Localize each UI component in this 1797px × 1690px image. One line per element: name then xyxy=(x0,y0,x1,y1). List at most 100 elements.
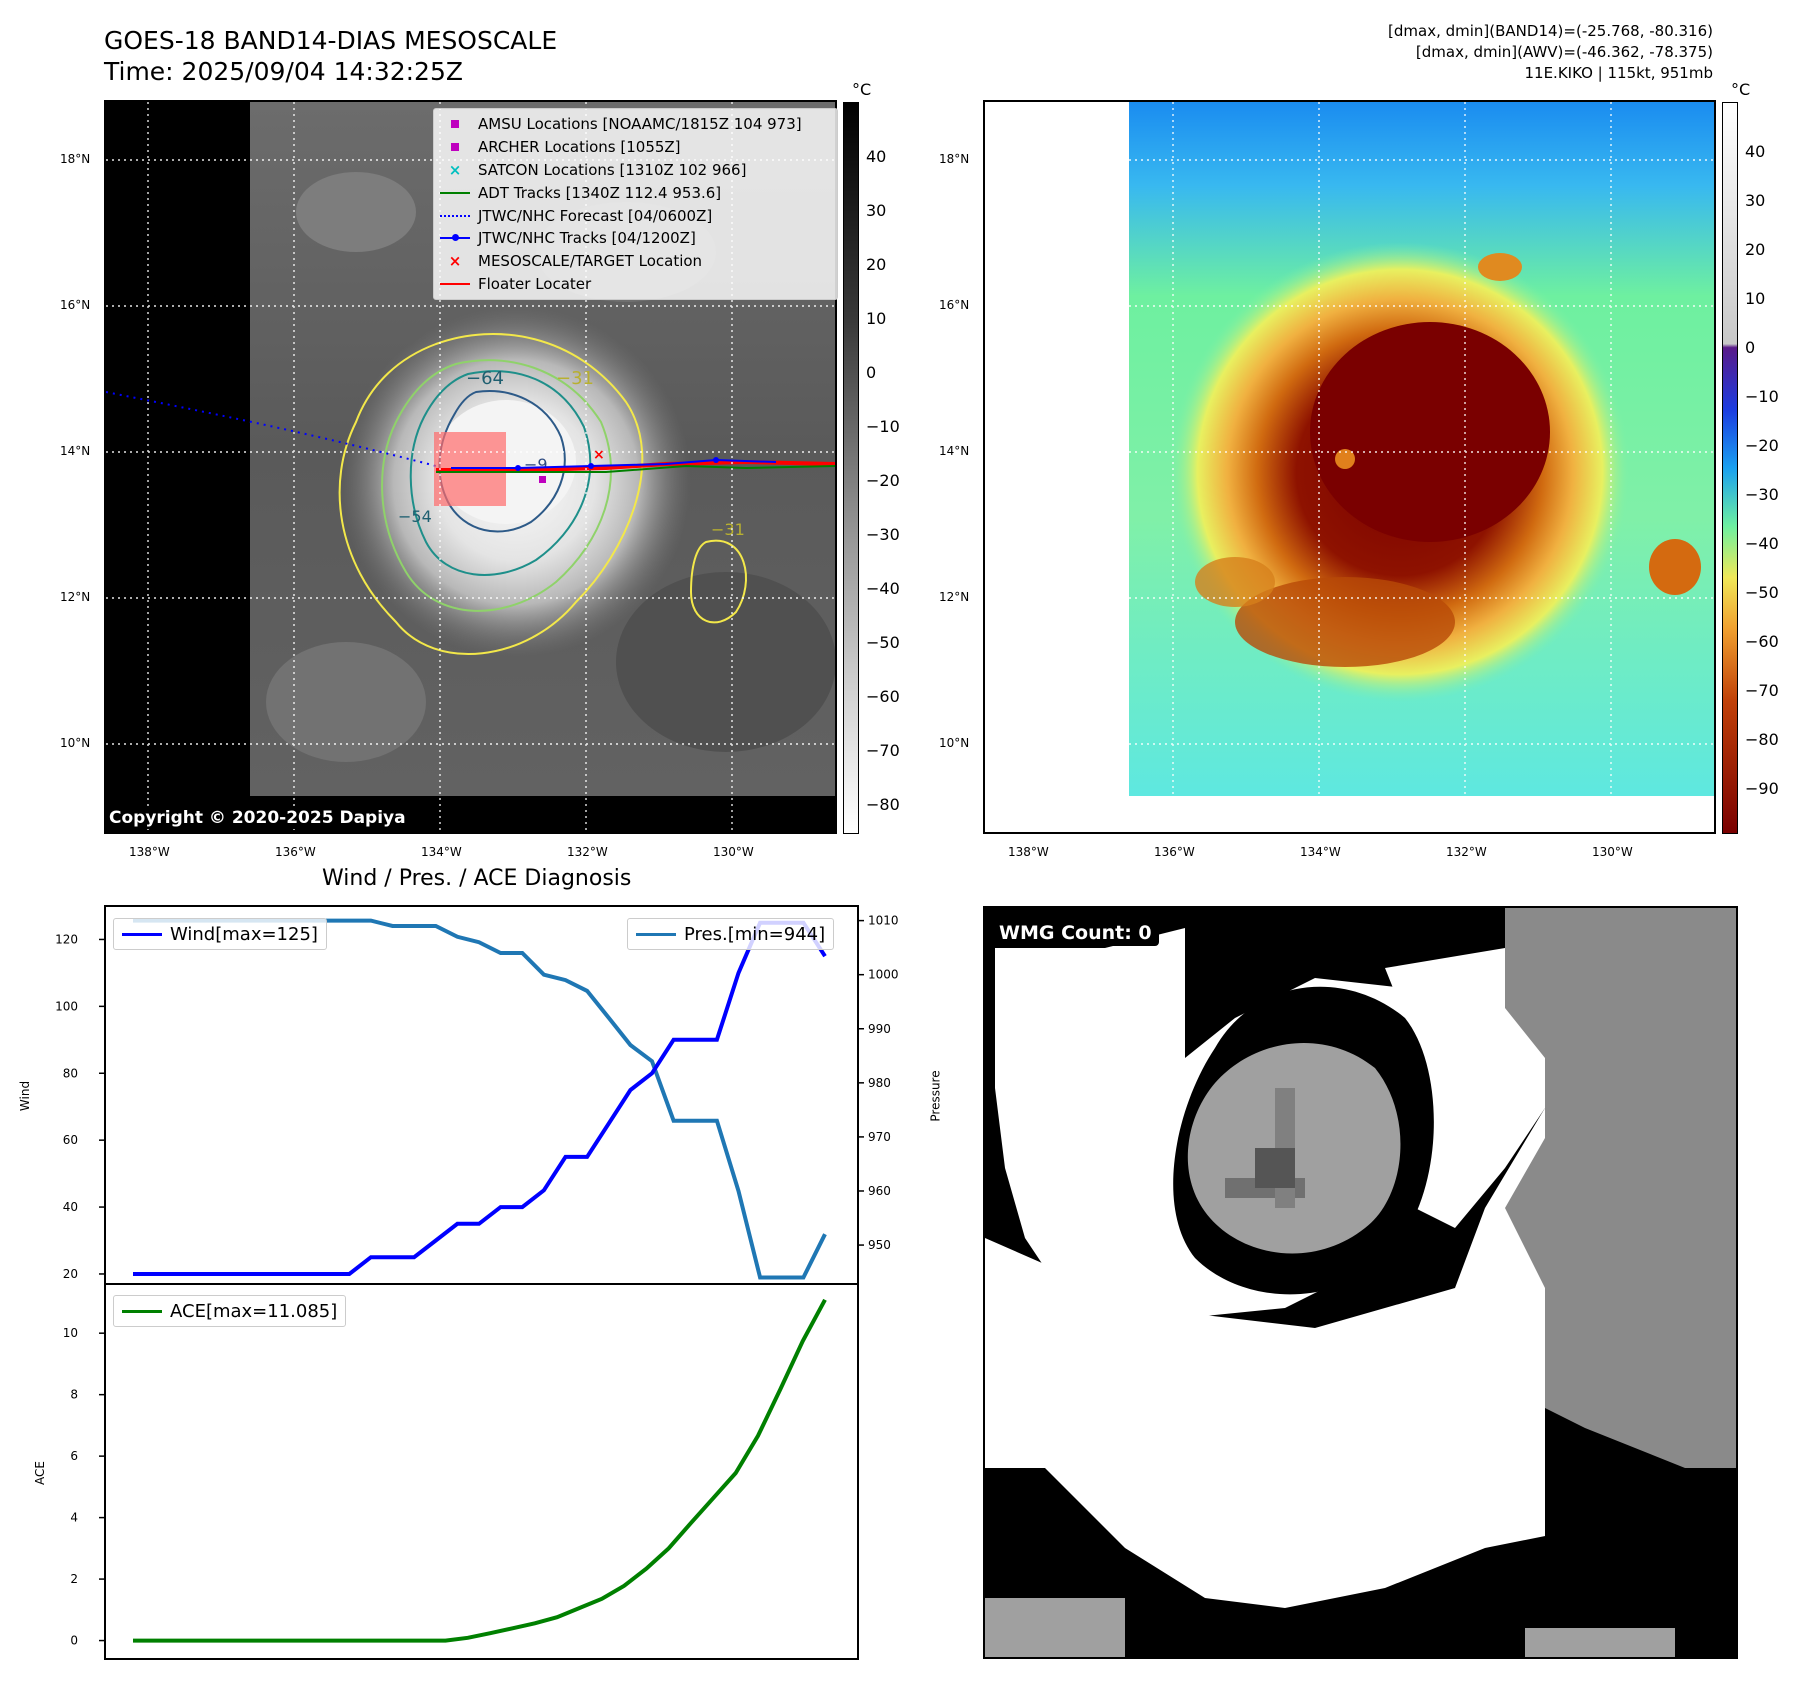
ir-colorbar xyxy=(843,102,859,834)
color-cbar-tick: −50 xyxy=(1745,583,1779,602)
solid-line-icon xyxy=(122,933,162,936)
wmg-count-label: WMG Count: 0 xyxy=(992,920,1159,946)
legend-label: AMSU Locations [NOAAMC/1815Z 104 973] xyxy=(478,115,802,134)
pressure-axis-title: Pressure xyxy=(928,1070,943,1122)
color-cbar-tick: −10 xyxy=(1745,387,1779,406)
legend-label: ADT Tracks [1340Z 112.4 953.6] xyxy=(478,183,722,202)
ir-cbar-tick: 40 xyxy=(866,147,887,166)
ir-cbar-tick: −70 xyxy=(866,741,900,760)
ir-cbar-tick: −30 xyxy=(866,525,900,544)
wmg-panel xyxy=(983,906,1738,1659)
ir-cbar-tick: −10 xyxy=(866,417,900,436)
wind-line xyxy=(133,920,827,1276)
ace-tick-label: 8 xyxy=(70,1388,78,1402)
lat-label: 16°N xyxy=(939,298,970,312)
lat-label: 16°N xyxy=(60,298,91,312)
jtwc-track xyxy=(451,458,777,469)
x-marker-icon: × xyxy=(448,252,462,271)
color-cbar-tick: 30 xyxy=(1745,191,1766,210)
svg-text:×: × xyxy=(593,447,605,463)
solid-line-icon xyxy=(636,933,676,936)
legend-item-satcon: × SATCON Locations [1310Z 102 966] xyxy=(440,159,831,182)
color-colorbar xyxy=(1722,102,1738,834)
wind-tick-label: 20 xyxy=(63,1267,78,1281)
dotted-line-icon xyxy=(440,214,470,217)
color-cbar-tick: −20 xyxy=(1745,436,1779,455)
ace-frame xyxy=(104,1283,859,1660)
legend-label: JTWC/NHC Forecast [04/0600Z] xyxy=(478,206,713,225)
legend-label: SATCON Locations [1310Z 102 966] xyxy=(478,160,747,179)
lon-label: 134°W xyxy=(421,845,462,859)
color-cbar-tick: −90 xyxy=(1745,779,1779,798)
ace-line xyxy=(133,1298,827,1643)
diagnosis-title: Wind / Pres. / ACE Diagnosis xyxy=(322,866,632,891)
legend-label: JTWC/NHC Tracks [04/1200Z] xyxy=(478,229,696,248)
line-with-dot-icon xyxy=(452,234,459,242)
lon-label: 132°W xyxy=(567,845,608,859)
legend-item-amsu: AMSU Locations [NOAAMC/1815Z 104 973] xyxy=(440,113,831,136)
map-grid xyxy=(985,102,1714,832)
legend-item-archer: ARCHER Locations [1055Z] xyxy=(440,136,831,159)
ir-colorbar-unit: °C xyxy=(852,80,872,99)
legend-item-mesoscale: × MESOSCALE/TARGET Location xyxy=(440,250,831,273)
color-cbar-tick: −40 xyxy=(1745,534,1779,553)
pressure-tick-label: 990 xyxy=(868,1022,891,1036)
ace-tick-label: 0 xyxy=(70,1634,78,1648)
lon-label: 130°W xyxy=(713,845,754,859)
ir-cbar-tick: 0 xyxy=(866,363,877,382)
wind-tick-label: 100 xyxy=(55,999,78,1013)
lon-label: 136°W xyxy=(275,845,316,859)
legend-item-forecast: JTWC/NHC Forecast [04/0600Z] xyxy=(440,204,831,227)
contour-label-31b: −31 xyxy=(711,520,745,539)
lon-label: 130°W xyxy=(1592,845,1633,859)
solid-line-icon xyxy=(440,282,470,285)
wind-tick-label: 80 xyxy=(63,1066,78,1080)
color-cbar-tick: −60 xyxy=(1745,632,1779,651)
lon-label: 136°W xyxy=(1154,845,1195,859)
lat-label: 12°N xyxy=(939,590,970,604)
lat-label: 18°N xyxy=(60,152,91,166)
legend-item-floater: Floater Locater xyxy=(440,273,831,296)
color-ir-imagery xyxy=(985,102,1714,832)
legend-label: Floater Locater xyxy=(478,274,592,293)
ace-legend: ACE[max=11.085] xyxy=(113,1295,347,1327)
ir-cbar-tick: −20 xyxy=(866,471,900,490)
color-ir-panel xyxy=(983,100,1716,834)
lon-label: 138°W xyxy=(1008,845,1049,859)
ir-cbar-tick: −40 xyxy=(866,579,900,598)
ace-tick-label: 4 xyxy=(70,1511,78,1525)
contour-label-54: −54 xyxy=(398,507,432,526)
legend-item-adt: ADT Tracks [1340Z 112.4 953.6] xyxy=(440,181,831,204)
lat-label: 10°N xyxy=(939,736,970,750)
pressure-tick-label: 1000 xyxy=(868,968,899,982)
x-marker-icon: × xyxy=(448,160,462,179)
wind-tick-label: 120 xyxy=(55,932,78,946)
contour-label-31a: −31 xyxy=(556,368,594,389)
color-colorbar-unit: °C xyxy=(1731,80,1751,99)
map-legend: AMSU Locations [NOAAMC/1815Z 104 973] AR… xyxy=(433,108,838,301)
ir-cbar-tick: 30 xyxy=(866,201,887,220)
solid-line-icon xyxy=(440,191,470,194)
color-cbar-tick: 20 xyxy=(1745,240,1766,259)
legend-label: MESOSCALE/TARGET Location xyxy=(478,252,703,271)
band14-range: [dmax, dmin](BAND14)=(-25.768, -80.316) xyxy=(1388,22,1713,40)
pressure-legend: Pres.[min=944] xyxy=(627,918,835,950)
lon-label: 138°W xyxy=(129,845,170,859)
ace-tick-label: 10 xyxy=(63,1326,78,1340)
lon-label: 134°W xyxy=(1300,845,1341,859)
figure-time: Time: 2025/09/04 14:32:25Z xyxy=(104,57,463,86)
wind-tick-label: 40 xyxy=(63,1200,78,1214)
wind-legend: Wind[max=125] xyxy=(113,918,327,950)
wind-legend-label: Wind[max=125] xyxy=(170,923,318,945)
figure-title: GOES-18 BAND14-DIAS MESOSCALE xyxy=(104,26,558,55)
ace-tick-label: 6 xyxy=(70,1449,78,1463)
pressure-legend-label: Pres.[min=944] xyxy=(684,923,826,945)
ir-cbar-tick: −80 xyxy=(866,795,900,814)
ace-tick-label: 2 xyxy=(70,1572,78,1586)
wind-axis-title: Wind xyxy=(18,1080,33,1112)
legend-item-jtwc-tracks: JTWC/NHC Tracks [04/1200Z] xyxy=(440,227,831,250)
color-cbar-tick: −30 xyxy=(1745,485,1779,504)
storm-info: 11E.KIKO | 115kt, 951mb xyxy=(1524,64,1713,82)
solid-line-icon xyxy=(122,1310,162,1313)
